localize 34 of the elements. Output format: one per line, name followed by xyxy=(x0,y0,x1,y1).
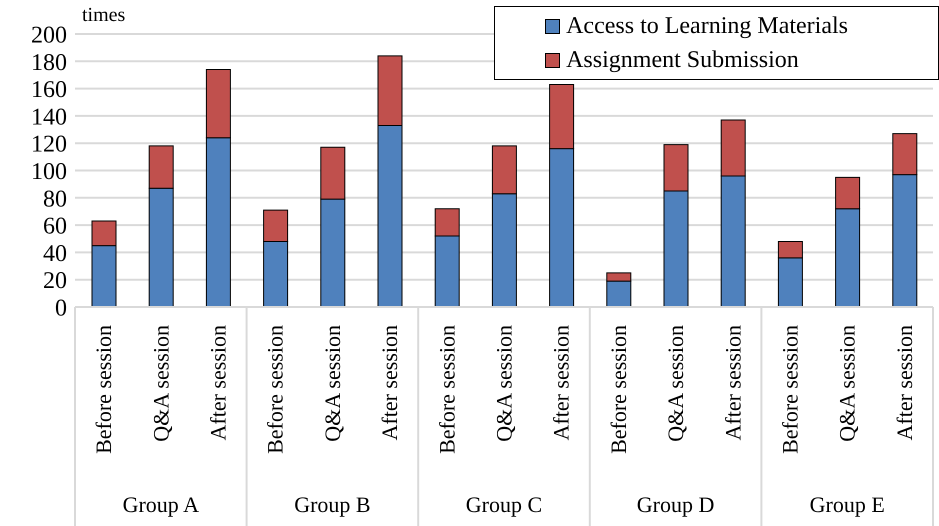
x-tick-label: Q&A session xyxy=(320,325,345,442)
x-tick-label: After session xyxy=(892,325,917,440)
text: Group D xyxy=(636,492,714,517)
y-tick-label: 0 xyxy=(55,296,67,322)
text: Group B xyxy=(294,492,371,517)
y-tick-label: 100 xyxy=(31,159,67,186)
y-axis-title: times xyxy=(82,4,126,27)
x-tick-label: Q&A session xyxy=(834,325,860,442)
text: Group A xyxy=(122,492,200,517)
x-tick-label: Before session xyxy=(606,325,631,454)
y-tick-label: 80 xyxy=(43,186,67,212)
y-tick-label: 160 xyxy=(31,77,67,104)
y-tick-label: 200 xyxy=(31,22,67,49)
x-tick-label: Before session xyxy=(434,325,460,454)
x-tick-label: After session xyxy=(720,325,746,440)
legend-label: Assignment Submission xyxy=(566,46,799,75)
x-tick-label: Q&A session xyxy=(148,325,174,442)
x-tick-label: Q&A session xyxy=(492,325,516,442)
x-tick-label: After session xyxy=(206,325,230,440)
y-tick-label: 20 xyxy=(43,268,67,294)
x-tick-label: After session xyxy=(548,325,574,440)
y-tick-label: 180 xyxy=(31,50,67,76)
y-tick-label: 40 xyxy=(43,240,67,267)
x-tick-label: Q&A session xyxy=(663,325,688,442)
x-tick-label: After session xyxy=(377,325,402,440)
x-tick-label: Before session xyxy=(778,325,802,454)
y-tick-label: 120 xyxy=(31,132,67,158)
legend-label: Access to Learning Materials xyxy=(566,12,848,41)
text: Group C xyxy=(466,492,542,517)
text: Group E xyxy=(810,492,885,517)
y-tick-label: 140 xyxy=(31,104,67,130)
x-tick-label: Before session xyxy=(91,325,116,454)
x-tick-label: Before session xyxy=(262,325,288,454)
y-tick-label: 60 xyxy=(43,214,67,240)
